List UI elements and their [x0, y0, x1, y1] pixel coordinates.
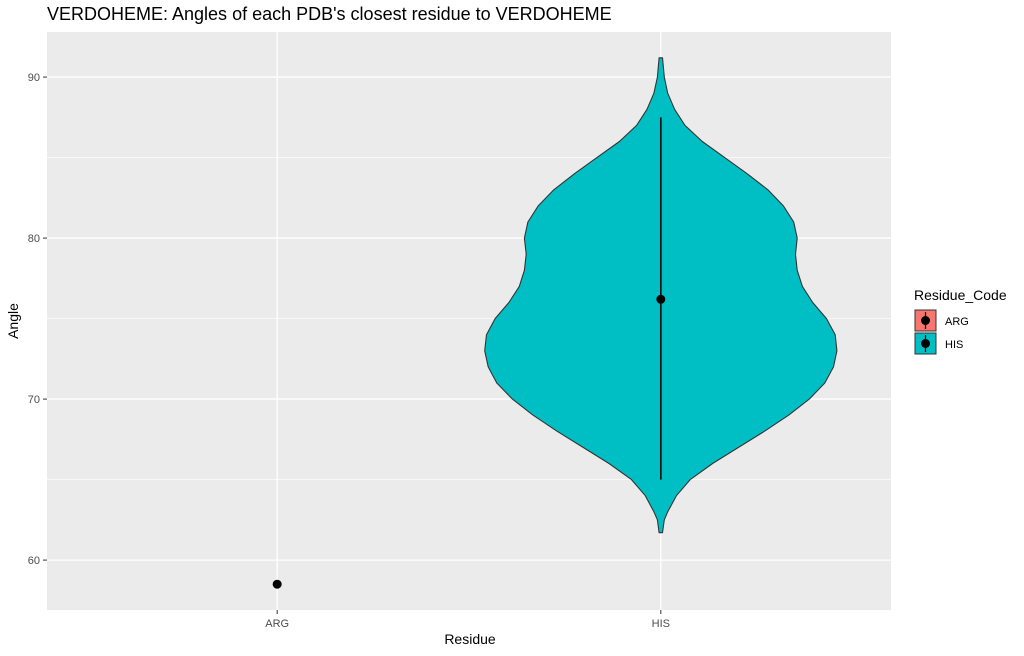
legend-key-point: [921, 316, 930, 325]
legend: Residue_Code ARG HIS: [914, 287, 1007, 355]
chart-title: VERDOHEME: Angles of each PDB's closest …: [47, 4, 612, 24]
point-his: [656, 294, 666, 304]
legend-label-his: HIS: [945, 339, 963, 351]
y-tick-label: 90: [28, 72, 40, 84]
legend-key-point: [921, 339, 930, 348]
x-tick-label: HIS: [652, 618, 670, 630]
chart-marks: [272, 57, 838, 589]
x-axis-title: Residue: [444, 631, 496, 647]
x-axis-ticks: ARG HIS: [265, 610, 670, 630]
y-axis-ticks: 60 70 80 90: [28, 72, 47, 567]
point-arg: [272, 579, 282, 589]
y-tick-label: 60: [28, 555, 40, 567]
x-tick-label: ARG: [265, 618, 289, 630]
y-tick-label: 80: [28, 233, 40, 245]
legend-title: Residue_Code: [914, 287, 1007, 303]
legend-label-arg: ARG: [945, 316, 969, 328]
y-tick-label: 70: [28, 394, 40, 406]
y-axis-title: Angle: [5, 303, 21, 339]
